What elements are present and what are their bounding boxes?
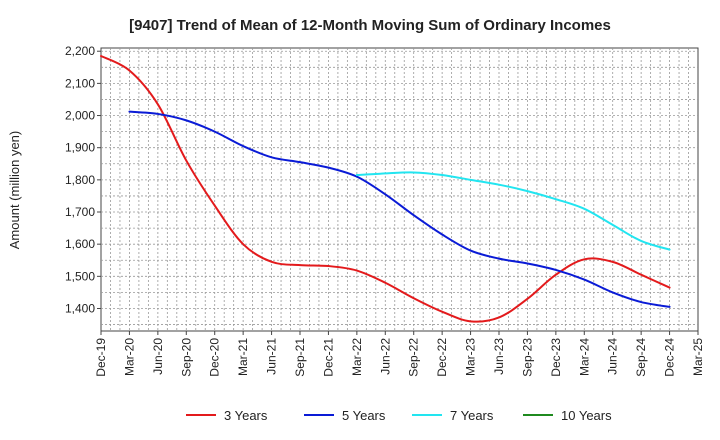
legend-label-7-years: 7 Years xyxy=(450,408,494,423)
legend-label-5-years: 5 Years xyxy=(342,408,386,423)
x-tick-label: Dec-19 xyxy=(94,338,108,377)
x-tick-label: Mar-22 xyxy=(350,338,364,376)
x-tick-label: Jun-20 xyxy=(151,338,165,375)
y-tick-label: 1,500 xyxy=(65,269,95,283)
x-tick-label: Sep-21 xyxy=(293,338,307,377)
x-tick-label: Dec-23 xyxy=(549,338,563,377)
x-tick-label: Sep-24 xyxy=(634,338,648,377)
series-line-3-years xyxy=(100,55,671,323)
legend-label-3-years: 3 Years xyxy=(224,408,268,423)
x-tick-label: Mar-20 xyxy=(122,338,136,376)
series-lines xyxy=(100,55,671,323)
x-tick-label: Jun-22 xyxy=(378,338,392,375)
x-tick-label: Mar-25 xyxy=(691,338,705,376)
x-tick-label: Dec-22 xyxy=(435,338,449,377)
x-tick-label: Sep-20 xyxy=(179,338,193,377)
y-tick-label: 2,200 xyxy=(65,44,95,58)
series-line-5-years xyxy=(128,110,671,308)
series-line-7-years xyxy=(355,171,671,251)
x-tick-label: Mar-21 xyxy=(236,338,250,376)
y-tick-label: 2,000 xyxy=(65,109,95,123)
legend: 3 Years 5 Years 7 Years 10 Years xyxy=(186,408,612,423)
y-tick-label: 1,800 xyxy=(65,173,95,187)
x-tick-label: Mar-24 xyxy=(577,338,591,376)
x-tick-label: Dec-21 xyxy=(321,338,335,377)
x-tick-label: Dec-24 xyxy=(663,338,677,377)
y-axis: 1,400 1,500 1,600 1,700 1,800 1,900 2,000 2,100… xyxy=(65,44,101,315)
chart-title: [9407] Trend of Mean of 12-Month Moving … xyxy=(129,17,611,34)
x-tick-label: Jun-21 xyxy=(265,338,279,375)
y-tick-label: 1,700 xyxy=(65,205,95,219)
y-tick-label: 1,900 xyxy=(65,141,95,155)
x-tick-label: Dec-20 xyxy=(208,338,222,377)
x-axis: Dec-19 Mar-20 Jun-20 Sep-20 Dec-20 Mar-21 Jun-… xyxy=(94,331,705,377)
y-tick-label: 1,400 xyxy=(65,301,95,315)
y-axis-label: Amount (million yen) xyxy=(7,131,22,250)
x-tick-label: Sep-22 xyxy=(407,338,421,377)
x-tick-label: Mar-23 xyxy=(464,338,478,376)
legend-label-10-years: 10 Years xyxy=(561,408,612,423)
y-tick-label: 1,600 xyxy=(65,237,95,251)
x-tick-label: Jun-24 xyxy=(606,338,620,375)
x-tick-label: Jun-23 xyxy=(492,338,506,375)
x-tick-label: Sep-23 xyxy=(520,338,534,377)
plot-area xyxy=(100,47,699,332)
y-tick-label: 2,100 xyxy=(65,76,95,90)
grid xyxy=(101,48,698,331)
